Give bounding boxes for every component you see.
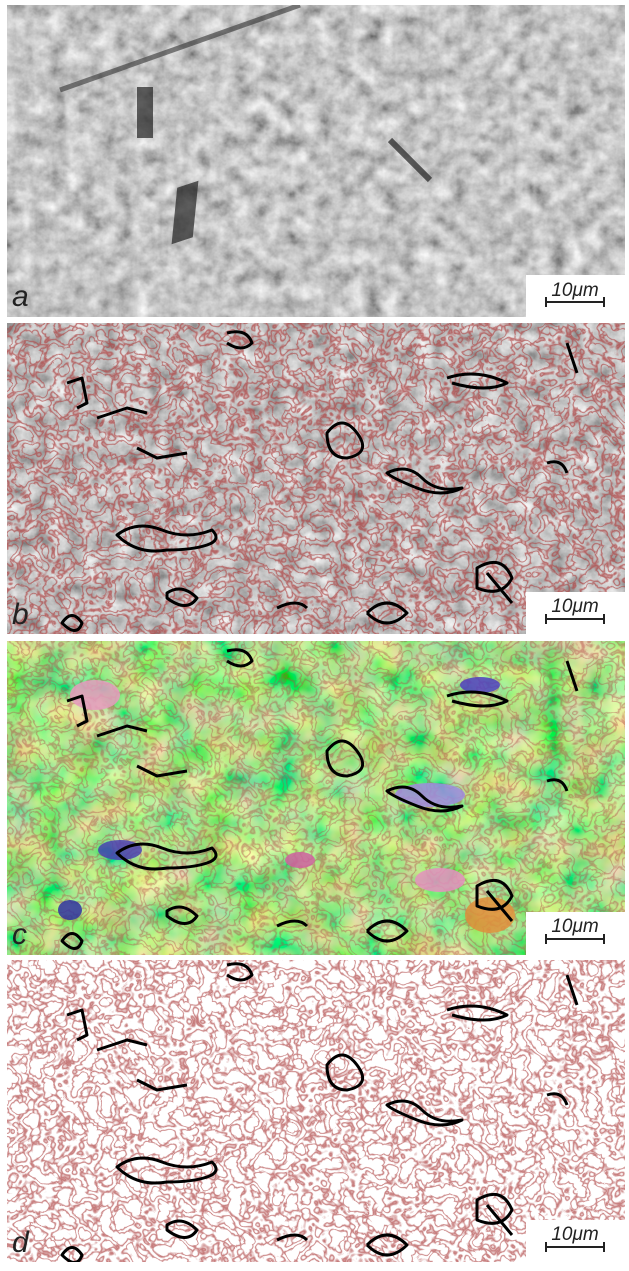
panel-c-image <box>7 641 625 955</box>
panel-label: c <box>12 918 27 951</box>
panel-label: b <box>12 598 29 631</box>
panel-label: d <box>12 1226 30 1259</box>
figure: a 10μm b 10μm c 10μm d 10μm <box>0 0 629 1266</box>
panel-d-image <box>7 960 625 1263</box>
scale-bar-label: 10μm <box>551 1224 598 1245</box>
scale-bar-label: 10μm <box>551 596 598 617</box>
panel-a-image <box>7 5 625 317</box>
scale-bar-label: 10μm <box>551 916 598 937</box>
panel-label: a <box>12 280 29 313</box>
scale-bar-label: 10μm <box>551 280 598 301</box>
panel-b-image <box>7 323 625 634</box>
